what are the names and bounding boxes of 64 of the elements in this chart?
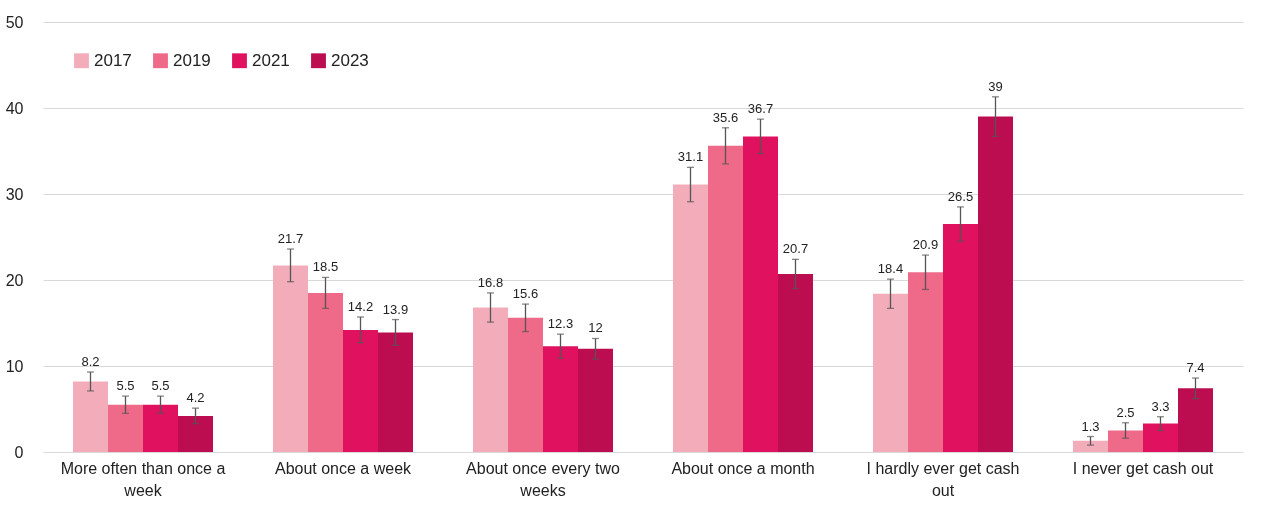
x-tick-label: More often than once a week xyxy=(60,459,226,499)
data-label: 39 xyxy=(988,78,1003,94)
data-label: 4.2 xyxy=(186,390,205,406)
data-label: 7.4 xyxy=(1186,360,1205,376)
bar xyxy=(943,224,978,452)
data-label: 26.5 xyxy=(947,188,974,204)
bar xyxy=(343,329,378,452)
bar xyxy=(508,317,543,452)
data-label: 12.3 xyxy=(547,316,574,332)
data-label: 13.9 xyxy=(382,301,409,317)
data-label: 21.7 xyxy=(277,231,304,247)
bar xyxy=(673,184,708,452)
y-tick-label: 30 xyxy=(5,185,24,203)
bar xyxy=(308,292,343,452)
bar xyxy=(578,348,613,452)
data-label: 12 xyxy=(588,320,603,336)
bar xyxy=(1143,423,1178,452)
bar xyxy=(708,145,743,452)
bar xyxy=(73,381,108,452)
data-label: 8.2 xyxy=(81,354,100,370)
bar xyxy=(473,307,508,452)
y-tick-label: 0 xyxy=(14,443,24,461)
data-label: 2.5 xyxy=(1116,404,1135,420)
data-label: 5.5 xyxy=(151,378,170,394)
data-label: 18.5 xyxy=(312,259,339,275)
data-label: 5.5 xyxy=(116,378,135,394)
bar xyxy=(778,273,813,452)
bar xyxy=(743,136,778,452)
data-label: 20.9 xyxy=(912,237,939,253)
data-label: 31.1 xyxy=(677,149,704,165)
bar xyxy=(978,116,1013,452)
bar xyxy=(108,404,143,452)
x-tick-label: About once every two weeks xyxy=(466,459,621,499)
bar xyxy=(1108,430,1143,452)
data-label: 3.3 xyxy=(1151,398,1170,414)
y-tick-label: 50 xyxy=(5,13,24,31)
data-label: 15.6 xyxy=(512,286,539,302)
bar xyxy=(1073,440,1108,452)
data-label: 14.2 xyxy=(347,298,374,314)
y-tick-label: 20 xyxy=(5,271,24,289)
legend-label: 2023 xyxy=(331,50,369,70)
data-label: 20.7 xyxy=(782,241,809,257)
x-tick-label: About once a month xyxy=(671,459,815,477)
bar xyxy=(908,272,943,452)
data-label: 18.4 xyxy=(877,261,904,277)
data-label: 35.6 xyxy=(712,109,739,125)
y-tick-label: 40 xyxy=(5,99,24,117)
bar xyxy=(543,346,578,452)
legend-label: 2017 xyxy=(94,50,132,70)
bar xyxy=(273,265,308,452)
legend-label: 2021 xyxy=(252,50,290,70)
x-tick-label: About once a week xyxy=(274,459,413,477)
y-tick-label: 10 xyxy=(5,357,24,375)
legend-label: 2019 xyxy=(173,50,211,70)
bar xyxy=(1178,388,1213,452)
bar xyxy=(178,415,213,452)
data-label: 36.7 xyxy=(747,101,774,117)
bar xyxy=(378,332,413,452)
x-tick-label: I hardly ever get cash out xyxy=(866,459,1020,499)
bar xyxy=(143,404,178,452)
data-label: 16.8 xyxy=(477,274,504,290)
x-tick-label: I never get cash out xyxy=(1072,459,1214,477)
data-label: 1.3 xyxy=(1081,418,1100,434)
bar xyxy=(873,293,908,452)
